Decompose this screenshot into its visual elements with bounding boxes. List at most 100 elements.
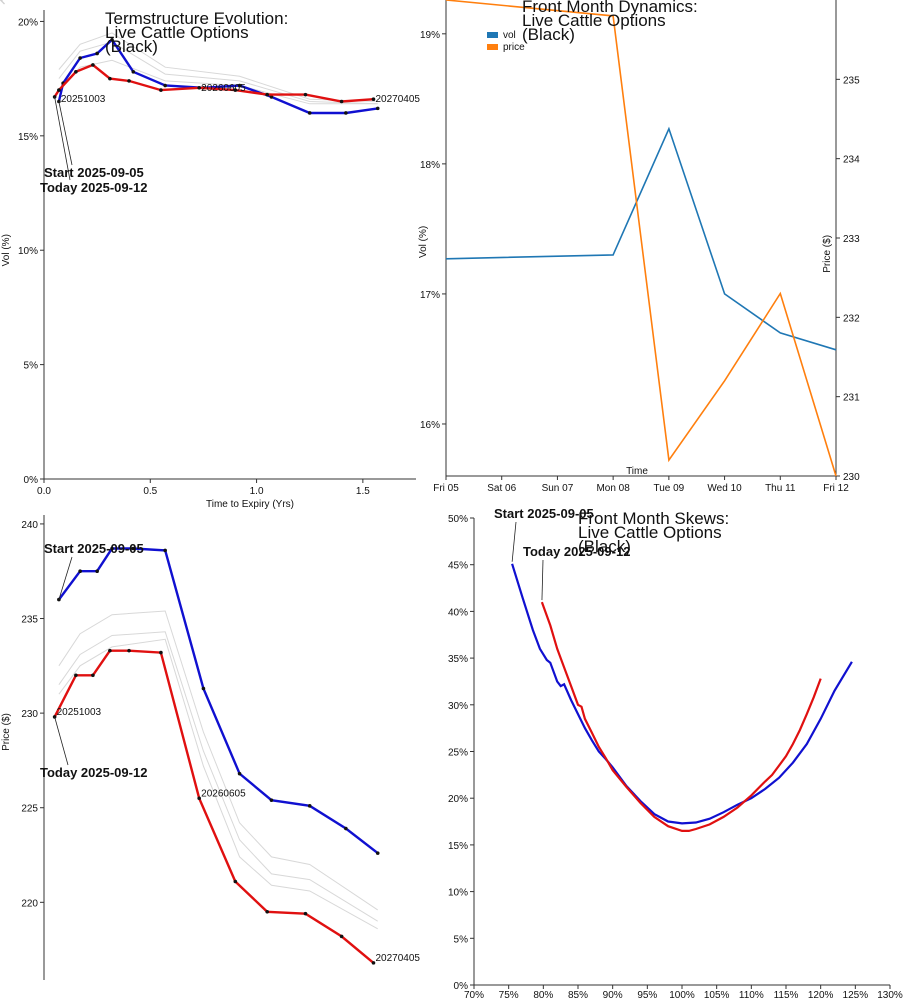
y2-tick-label: 234 bbox=[843, 155, 860, 166]
legend-label-vol: vol bbox=[503, 30, 516, 41]
data-point bbox=[344, 826, 348, 831]
data-point bbox=[237, 83, 242, 88]
annotation-label: Today 2025-09-12 bbox=[523, 544, 630, 559]
y2-tick-label: 230 bbox=[843, 472, 860, 483]
front-month-skews-chart: 0% 5% 10% 15% 20% 25% 30% 35% 40% 45% 50% 70% 75% 80%… bbox=[448, 506, 903, 1000]
y2-tick-label: 231 bbox=[843, 393, 860, 404]
data-point bbox=[57, 88, 61, 92]
front-month-dynamics-title-line: Front Month Dynamics: bbox=[522, 0, 698, 16]
termstructure-vol-title-line: Live Cattle Options bbox=[105, 23, 249, 42]
series-line-today bbox=[53, 649, 375, 964]
data-point bbox=[371, 961, 376, 965]
x-tick-label: 90% bbox=[603, 990, 623, 1000]
data-point bbox=[108, 76, 112, 81]
data-point bbox=[339, 934, 344, 939]
x-tick-label: Mon 08 bbox=[596, 483, 630, 494]
x-tick-label: 130% bbox=[877, 990, 903, 1000]
annotation-label: Start 2025-09-05 bbox=[44, 541, 144, 556]
point-label: 20251003 bbox=[61, 94, 106, 105]
x-axis-label: Time to Expiry (Yrs) bbox=[206, 499, 294, 510]
x-tick-label: Sun 07 bbox=[542, 483, 574, 494]
y-tick-label: 15% bbox=[448, 841, 468, 852]
x-tick-label: 1.0 bbox=[250, 486, 264, 497]
x-tick-label: Wed 10 bbox=[707, 483, 742, 494]
y-tick-label: 0% bbox=[24, 475, 39, 486]
y-tick-label: 45% bbox=[448, 561, 468, 572]
legend-label-price: price bbox=[503, 42, 525, 53]
ghost-series-line bbox=[58, 59, 378, 105]
data-point bbox=[131, 69, 136, 74]
data-point bbox=[265, 92, 270, 97]
data-point bbox=[91, 673, 95, 678]
y2-tick-label: 233 bbox=[843, 234, 860, 245]
y-tick-label: 225 bbox=[21, 804, 38, 815]
y-tick-label: 0% bbox=[454, 981, 469, 992]
point-label: 20260605 bbox=[201, 83, 246, 94]
point-label: 20260605 bbox=[201, 788, 246, 799]
x-tick-label: 0.0 bbox=[37, 486, 51, 497]
termstructure-vol-title-line: (Black) bbox=[105, 37, 158, 56]
y-tick-label: 230 bbox=[21, 709, 38, 720]
termstructure-price-chart: 220 225 230 235 240 Price ($) 20251003 20260605… bbox=[1, 515, 420, 980]
y-tick-label: 16% bbox=[420, 420, 440, 431]
x-tick-label: 105% bbox=[704, 990, 730, 1000]
data-point bbox=[307, 804, 312, 808]
data-point bbox=[163, 83, 167, 88]
data-point bbox=[159, 88, 163, 92]
series-line-price bbox=[445, 0, 837, 477]
x-tick-label: Sat 06 bbox=[487, 483, 516, 494]
point-label: 20251003 bbox=[57, 707, 102, 718]
y-tick-label: 220 bbox=[21, 898, 38, 909]
data-point bbox=[344, 111, 348, 115]
y2-axis-label: Price ($) bbox=[822, 235, 833, 273]
front-month-skews-title-line: Front Month Skews: bbox=[578, 509, 729, 528]
y-tick-label: 50% bbox=[448, 514, 468, 525]
data-point bbox=[375, 851, 380, 855]
front-month-dynamics-title-line: (Black) bbox=[522, 25, 575, 44]
x-tick-label: 1.5 bbox=[356, 486, 370, 497]
annotation-label: Start 2025-09-05 bbox=[44, 165, 144, 180]
x-tick-label: 70% bbox=[464, 990, 484, 1000]
y-tick-label: 20% bbox=[448, 794, 468, 805]
annotation-label: Start 2025-09-05 bbox=[494, 506, 594, 521]
data-point bbox=[78, 569, 82, 574]
y-tick-label: 25% bbox=[448, 748, 468, 759]
x-tick-label: Thu 11 bbox=[765, 483, 796, 494]
y-tick-label: 10% bbox=[18, 246, 38, 257]
data-point bbox=[303, 92, 308, 97]
y-tick-label: 5% bbox=[454, 934, 469, 945]
data-point bbox=[197, 796, 201, 801]
data-point bbox=[127, 648, 131, 653]
y-tick-label: 20% bbox=[18, 17, 38, 28]
data-point bbox=[233, 88, 238, 92]
x-tick-label: 125% bbox=[843, 990, 869, 1000]
y-tick-label: 240 bbox=[21, 520, 38, 531]
series-line-vol bbox=[445, 126, 837, 351]
y2-tick-label: 232 bbox=[843, 313, 860, 324]
data-point bbox=[91, 63, 95, 67]
data-point bbox=[95, 51, 99, 56]
data-point bbox=[78, 56, 82, 60]
legend-swatch-vol bbox=[487, 32, 498, 38]
data-point bbox=[269, 95, 274, 99]
ghost-series-line bbox=[58, 32, 378, 102]
data-point bbox=[371, 97, 376, 102]
x-tick-label: 95% bbox=[637, 990, 657, 1000]
front-month-dynamics-chart: 16% 17% 18% 19% 230 231 232 233 234 235 Fri 05 Sat … bbox=[418, 0, 860, 494]
data-point bbox=[108, 648, 112, 653]
annotation-leader bbox=[54, 96, 71, 181]
data-point bbox=[265, 909, 270, 914]
legend-swatch-price bbox=[487, 44, 498, 50]
data-point bbox=[237, 771, 242, 776]
ghost-series-line bbox=[58, 610, 378, 911]
termstructure-vol-chart: 0% 5% 10% 15% 20% 0.0 0.5 1.0 1.5 Time to Expiry … bbox=[1, 9, 420, 510]
point-label: 20270405 bbox=[375, 953, 420, 964]
data-point bbox=[303, 911, 308, 916]
data-point bbox=[131, 546, 136, 551]
y-tick-label: 19% bbox=[420, 30, 440, 41]
front-month-dynamics-title-line: Live Cattle Options bbox=[522, 11, 666, 30]
annotation-leader bbox=[58, 101, 73, 166]
front-month-skews-title-line: Live Cattle Options bbox=[578, 523, 722, 542]
data-point bbox=[233, 879, 238, 884]
data-point bbox=[74, 673, 78, 678]
